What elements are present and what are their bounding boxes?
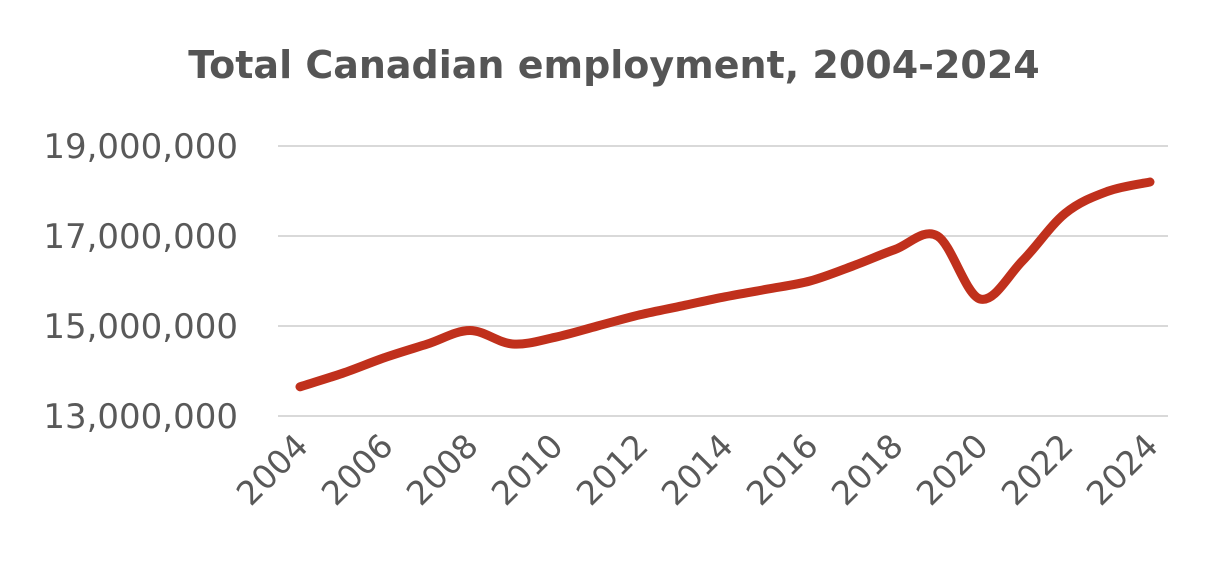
x-axis-tick-labels: 2004200620082010201220142016201820202022…: [229, 426, 1166, 513]
x-tick-label: 2014: [654, 426, 741, 513]
y-tick-label: 19,000,000: [43, 127, 238, 167]
x-tick-label: 2022: [994, 426, 1081, 513]
x-tick-label: 2008: [399, 426, 486, 513]
series-lines: [295, 177, 1155, 392]
x-tick-label: 2024: [1079, 426, 1166, 513]
x-tick-label: 2018: [824, 426, 911, 513]
x-tick-label: 2006: [314, 426, 401, 513]
y-tick-label: 15,000,000: [43, 307, 238, 347]
x-tick-label: 2016: [739, 426, 826, 513]
x-tick-label: 2004: [229, 426, 316, 513]
gridlines: [278, 145, 1168, 417]
chart-title: Total Canadian employment, 2004-2024: [188, 43, 1039, 87]
x-tick-label: 2020: [909, 426, 996, 513]
x-tick-label: 2012: [569, 426, 656, 513]
series-line-employment: [295, 177, 1155, 392]
y-axis-tick-labels: 13,000,000 15,000,000 17,000,000 19,000,000: [43, 127, 238, 437]
y-tick-label: 13,000,000: [43, 397, 238, 437]
x-tick-label: 2010: [484, 426, 571, 513]
y-tick-label: 17,000,000: [43, 217, 238, 257]
